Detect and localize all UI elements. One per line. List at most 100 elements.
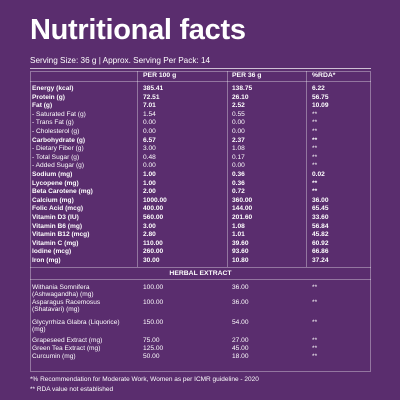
nutrient-label: Vitamin B6 (mg): [32, 222, 83, 230]
value-per-36g: 45.00: [232, 345, 249, 352]
value-per-36g: 1.01: [232, 231, 245, 239]
column-divider: [227, 71, 228, 267]
value-per-36g: 0.55: [232, 110, 245, 118]
value-rda: 0.02: [312, 171, 325, 178]
value-rda: **: [312, 162, 318, 170]
value-rda: 33.60: [312, 214, 329, 221]
nutrient-label: Vitamin D3 (IU): [32, 214, 79, 221]
value-per-36g: 1.08: [232, 222, 245, 230]
value-rda: 66.86: [312, 248, 329, 256]
value-per-100g: 75.00: [143, 337, 160, 344]
value-per-100g: 110.00: [143, 239, 163, 247]
value-rda: **: [312, 110, 318, 118]
value-rda: 45.82: [312, 231, 329, 239]
value-rda: 36.00: [312, 196, 329, 204]
nutrient-label: Beta Carotene (mg): [32, 188, 93, 196]
nutrient-label: - Cholesterol (g): [32, 128, 80, 135]
value-per-36g: 93.60: [232, 248, 249, 256]
value-per-100g: 560.00: [143, 214, 164, 221]
value-per-36g: 360.00: [232, 196, 253, 204]
value-rda: **: [312, 145, 318, 153]
column-divider: [306, 71, 307, 267]
nutrient-label: Iodine (mcg): [32, 248, 72, 256]
value-per-100g: 150.00: [143, 319, 164, 326]
value-per-100g: 50.00: [143, 353, 160, 360]
nutrient-label: Folic Acid (mcg): [32, 205, 84, 213]
value-per-36g: 2.52: [232, 102, 245, 110]
value-per-100g: 1000.00: [143, 196, 167, 204]
value-rda: 6.22: [312, 85, 325, 92]
nutrient-label: Calcium (mg): [32, 196, 74, 204]
value-per-36g: 0.00: [232, 119, 245, 127]
value-per-100g: 1.00: [143, 171, 156, 178]
value-per-100g: 1.54: [143, 110, 156, 118]
value-per-100g: 0.48: [143, 153, 156, 161]
value-per-100g: 260.00: [143, 248, 164, 256]
value-per-36g: 0.72: [232, 188, 245, 196]
herbal-label: Glycyrrhiza Glabra (Liquorice) (mg): [32, 319, 120, 334]
value-per-100g: 125.00: [143, 345, 164, 352]
value-per-36g: 10.80: [232, 257, 249, 264]
nutrient-label: - Dietary Fiber (g): [32, 145, 84, 153]
herbal-divider: [30, 279, 371, 280]
value-per-100g: 100.00: [143, 284, 164, 291]
value-rda: **: [312, 353, 318, 360]
value-per-36g: 0.00: [232, 162, 245, 170]
herbal-label: Grapeseed Extract (mg): [32, 337, 103, 344]
nutrient-label: - Total Sugar (g): [32, 153, 80, 161]
value-per-36g: 138.75: [232, 85, 253, 92]
nutrient-label: Energy (kcal): [32, 85, 74, 92]
nutrition-table: [30, 71, 371, 372]
value-per-100g: 2.00: [143, 188, 156, 196]
nutrient-label: Iron (mg): [32, 257, 61, 264]
value-rda: 56.84: [312, 222, 329, 230]
value-rda: **: [312, 153, 318, 161]
value-rda: **: [312, 119, 318, 127]
value-per-36g: 0.17: [232, 153, 245, 161]
nutrient-label: - Saturated Fat (g): [32, 110, 86, 118]
value-per-100g: 0.00: [143, 162, 156, 170]
value-per-100g: 72.51: [143, 93, 160, 101]
value-per-36g: 27.00: [232, 337, 249, 344]
value-per-36g: 2.37: [232, 136, 245, 144]
value-per-100g: 30.00: [143, 257, 160, 264]
value-per-100g: 1.00: [143, 179, 156, 187]
nutrient-label: - Added Sugar (g): [32, 162, 85, 170]
nutrient-label: Fat (g): [32, 102, 53, 110]
value-rda: 56.75: [312, 93, 329, 101]
column-divider: [137, 71, 138, 267]
top-divider: [30, 68, 371, 69]
footnote-not-established: ** RDA value not established: [30, 386, 114, 393]
nutrient-label: Vitamin B12 (mcg): [32, 231, 90, 239]
value-rda: 10.09: [312, 102, 329, 110]
herbal-label: Withania Somnifera (Ashwagandha) (mg): [32, 284, 94, 299]
value-rda: 60.92: [312, 239, 329, 247]
serving-info: Serving Size: 36 g | Approx. Serving Per…: [30, 56, 211, 65]
value-per-36g: 36.00: [232, 284, 249, 291]
header-rda: %RDA*: [312, 72, 336, 79]
value-rda: **: [312, 188, 318, 196]
value-per-36g: 1.08: [232, 145, 245, 153]
value-per-36g: 144.00: [232, 205, 253, 213]
nutrient-label: - Trans Fat (g): [32, 119, 74, 127]
value-per-36g: 0.36: [232, 171, 245, 178]
value-per-36g: 0.00: [232, 128, 245, 135]
header-per-36g: PER 36 g: [232, 72, 262, 79]
value-per-100g: 3.00: [143, 145, 156, 153]
value-rda: 65.45: [312, 205, 329, 213]
nutrient-label: Carbohydrate (g): [32, 136, 86, 144]
value-rda: **: [312, 136, 318, 144]
value-per-100g: 385.41: [143, 85, 164, 92]
herbal-label: Curcumin (mg): [32, 353, 76, 360]
value-per-36g: 18.00: [232, 353, 249, 360]
value-per-100g: 0.00: [143, 128, 156, 135]
value-per-100g: 3.00: [143, 222, 156, 230]
value-per-36g: 0.36: [232, 179, 245, 187]
header-divider: [30, 81, 371, 82]
nutrient-label: Lycopene (mg): [32, 179, 79, 187]
value-per-100g: 0.00: [143, 119, 156, 127]
value-rda: **: [312, 128, 318, 135]
value-rda: **: [312, 284, 318, 291]
nutrient-label: Protein (g): [32, 93, 65, 101]
value-rda: **: [312, 299, 318, 306]
